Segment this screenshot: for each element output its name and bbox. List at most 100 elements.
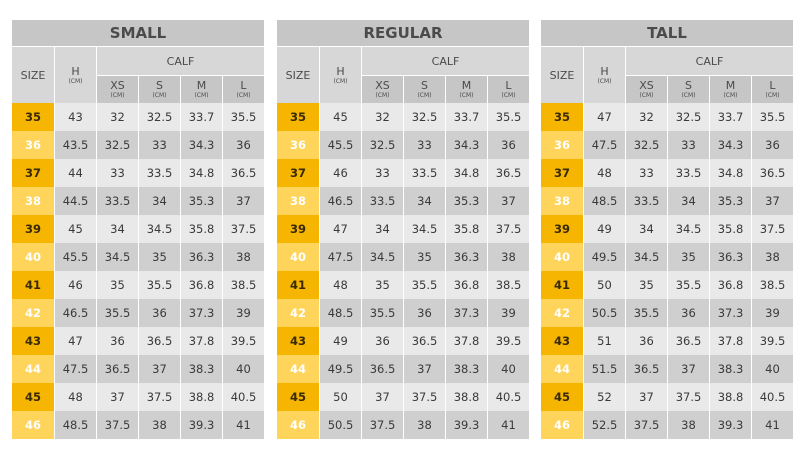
unit-label: (CM) <box>681 91 696 99</box>
value-cell: 34.5 <box>625 243 667 271</box>
value-cell: 33.5 <box>403 159 445 187</box>
value-cell: 34.3 <box>445 131 487 159</box>
calf-header: CALF <box>625 47 793 76</box>
value-cell: 34.8 <box>180 159 222 187</box>
calf-m-label: M <box>196 78 207 92</box>
calf-m-header: M (CM) <box>180 76 222 103</box>
value-cell: 37 <box>625 383 667 411</box>
value-cell: 34 <box>96 215 138 243</box>
value-cell: 39.3 <box>709 411 751 439</box>
size-header: SIZE <box>12 47 54 103</box>
table-row: 38 46.5 33.5 34 35.3 37 <box>277 187 529 215</box>
value-cell: 33 <box>138 131 180 159</box>
value-cell: 38.5 <box>751 271 793 299</box>
table-row: 39 47 34 34.5 35.8 37.5 <box>277 215 529 243</box>
value-cell: 33.5 <box>138 159 180 187</box>
value-cell: 49.5 <box>583 243 625 271</box>
value-cell: 33 <box>361 159 403 187</box>
value-cell: 36.5 <box>625 355 667 383</box>
unit-label: (CM) <box>459 91 474 99</box>
value-cell: 45 <box>54 215 96 243</box>
value-cell: 34 <box>361 215 403 243</box>
table-row: 36 45.5 32.5 33 34.3 36 <box>277 131 529 159</box>
value-cell: 48.5 <box>319 299 361 327</box>
value-cell: 35.5 <box>138 271 180 299</box>
value-cell: 51.5 <box>583 355 625 383</box>
unit-label: (CM) <box>597 77 612 85</box>
table-row: 40 47.5 34.5 35 36.3 38 <box>277 243 529 271</box>
value-cell: 37.5 <box>667 383 709 411</box>
size-cell: 39 <box>541 215 583 243</box>
value-cell: 34 <box>625 215 667 243</box>
value-cell: 35.5 <box>625 299 667 327</box>
value-cell: 34.8 <box>445 159 487 187</box>
value-cell: 32.5 <box>403 103 445 131</box>
size-cell: 44 <box>277 355 319 383</box>
value-cell: 34 <box>667 187 709 215</box>
value-cell: 36 <box>361 327 403 355</box>
height-header-label: H <box>600 64 609 78</box>
height-header: H (CM) <box>319 47 361 103</box>
value-cell: 47.5 <box>319 243 361 271</box>
calf-s-header: S (CM) <box>403 76 445 103</box>
size-cell: 37 <box>541 159 583 187</box>
value-cell: 37.5 <box>222 215 264 243</box>
value-cell: 47 <box>319 215 361 243</box>
calf-m-label: M <box>461 78 472 92</box>
size-cell: 46 <box>277 411 319 439</box>
size-table-regular: REGULAR SIZE H (CM) CALF XS (CM) S (CM) M (CM) L (CM… <box>277 20 529 439</box>
calf-xs-label: XS <box>110 78 125 92</box>
value-cell: 47.5 <box>54 355 96 383</box>
value-cell: 38.3 <box>709 355 751 383</box>
size-cell: 43 <box>12 327 54 355</box>
value-cell: 35 <box>625 271 667 299</box>
value-cell: 37.3 <box>709 299 751 327</box>
value-cell: 52 <box>583 383 625 411</box>
table-row: 36 47.5 32.5 33 34.3 36 <box>541 131 793 159</box>
size-cell: 37 <box>277 159 319 187</box>
value-cell: 36 <box>96 327 138 355</box>
height-header-label: H <box>71 64 80 78</box>
calf-s-label: S <box>421 78 428 92</box>
value-cell: 37.5 <box>138 383 180 411</box>
value-cell: 37 <box>403 355 445 383</box>
value-cell: 33 <box>403 131 445 159</box>
value-cell: 36.5 <box>361 355 403 383</box>
value-cell: 36.3 <box>445 243 487 271</box>
value-cell: 35 <box>667 243 709 271</box>
unit-label: (CM) <box>501 91 516 99</box>
value-cell: 35.5 <box>361 299 403 327</box>
size-cell: 45 <box>277 383 319 411</box>
value-cell: 35.5 <box>487 103 529 131</box>
value-cell: 35.8 <box>180 215 222 243</box>
value-cell: 36 <box>487 131 529 159</box>
table-row: 38 48.5 33.5 34 35.3 37 <box>541 187 793 215</box>
table-row: 35 47 32 32.5 33.7 35.5 <box>541 103 793 131</box>
value-cell: 37 <box>487 187 529 215</box>
size-cell: 41 <box>12 271 54 299</box>
value-cell: 46 <box>319 159 361 187</box>
table-row: 37 46 33 33.5 34.8 36.5 <box>277 159 529 187</box>
value-cell: 38 <box>403 411 445 439</box>
value-cell: 36.5 <box>487 159 529 187</box>
value-cell: 36.3 <box>180 243 222 271</box>
size-cell: 35 <box>12 103 54 131</box>
size-cell: 41 <box>541 271 583 299</box>
value-cell: 45.5 <box>54 243 96 271</box>
unit-label: (CM) <box>152 91 167 99</box>
value-cell: 50.5 <box>319 411 361 439</box>
value-cell: 39.5 <box>222 327 264 355</box>
calf-l-header: L (CM) <box>487 76 529 103</box>
table-title: TALL <box>541 20 793 47</box>
value-cell: 38.8 <box>445 383 487 411</box>
value-cell: 39.5 <box>487 327 529 355</box>
unit-label: (CM) <box>333 77 348 85</box>
size-cell: 37 <box>12 159 54 187</box>
value-cell: 36.5 <box>751 159 793 187</box>
value-cell: 32.5 <box>138 103 180 131</box>
table-header: SIZE H (CM) CALF XS (CM) S (CM) M (CM) L (CM) <box>541 47 793 103</box>
value-cell: 37 <box>667 355 709 383</box>
value-cell: 37.5 <box>403 383 445 411</box>
value-cell: 44.5 <box>54 187 96 215</box>
value-cell: 37.5 <box>625 411 667 439</box>
